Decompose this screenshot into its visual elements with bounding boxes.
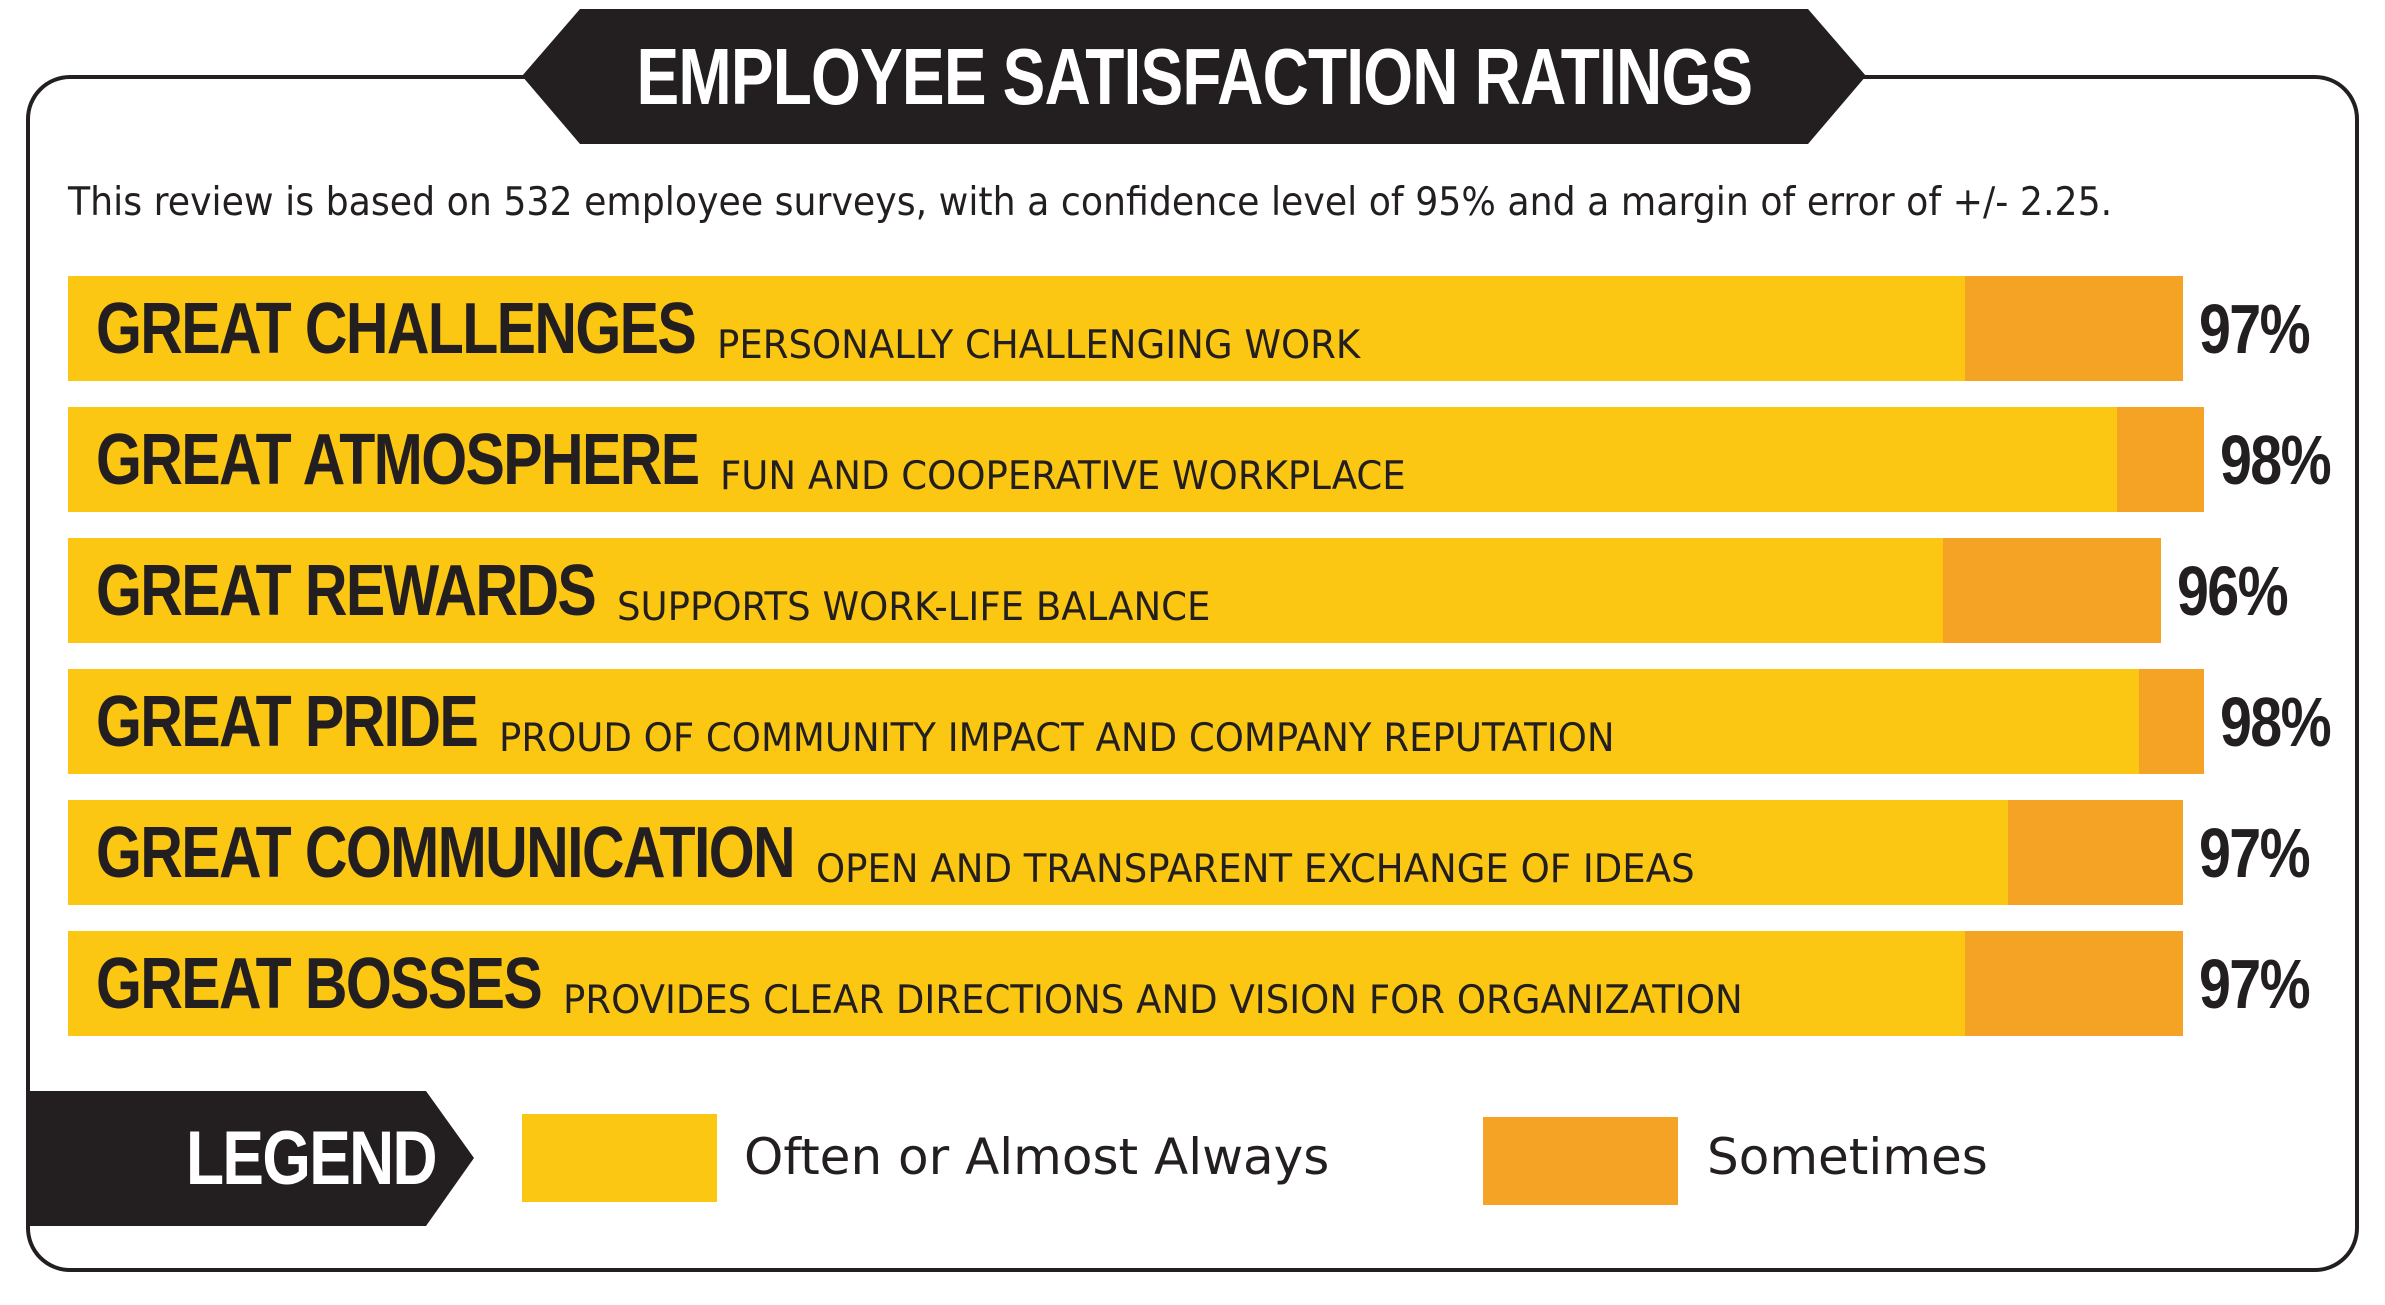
total-percent: 96%	[2176, 551, 2289, 630]
category-name: GREAT REWARDS	[96, 551, 597, 631]
title-banner: EMPLOYEE SATISFACTION RATINGS	[522, 9, 1866, 144]
category-description: FUN AND COOPERATIVE WORKPLACE	[720, 454, 1407, 499]
data-label-total: 97%	[2183, 800, 2333, 905]
data-label-total: 97%	[2183, 931, 2333, 1036]
bar-sometimes	[1964, 276, 2183, 381]
bar-often	[68, 538, 1943, 643]
total-percent: 98%	[2220, 682, 2332, 761]
bar-often	[68, 800, 2009, 905]
total-percent: 97%	[2198, 813, 2311, 892]
data-label-total: 97%	[2183, 276, 2333, 381]
category-description: PROUD OF COMMUNITY IMPACT AND COMPANY RE…	[499, 716, 1615, 761]
bar-sometimes	[2117, 407, 2205, 512]
data-label-total: 98%	[2204, 407, 2354, 512]
total-percent: 97%	[2198, 944, 2311, 1023]
bar-row: GREAT CHALLENGES PERSONALLY CHALLENGING W…	[68, 276, 2310, 381]
bar-row: GREAT COMMUNICATION OPEN AND TRANSPARENT …	[68, 800, 2310, 905]
category-description: OPEN AND TRANSPARENT EXCHANGE OF IDEAS	[816, 847, 1695, 892]
category-description: PERSONALLY CHALLENGING WORK	[717, 323, 1361, 368]
bar-row: GREAT REWARDS SUPPORTS WORK-LIFE BALANCE 9…	[68, 538, 2288, 643]
bar-often	[68, 407, 2118, 512]
category-description: PROVIDES CLEAR DIRECTIONS AND VISION FOR…	[563, 978, 1743, 1023]
legend-title: LEGEND	[186, 1116, 437, 1201]
data-label-total: 96%	[2161, 538, 2311, 643]
total-percent: 98%	[2220, 420, 2332, 499]
bar-label: GREAT CHALLENGES PERSONALLY CHALLENGING W…	[96, 276, 1394, 381]
legend-swatch-often	[522, 1114, 717, 1202]
category-name: GREAT BOSSES	[96, 944, 543, 1024]
bar-label: GREAT PRIDE PROUD OF COMMUNITY IMPACT AND…	[96, 669, 1673, 774]
total-percent: 97%	[2198, 289, 2311, 368]
legend-swatch-sometimes	[1483, 1117, 1678, 1205]
bar-often	[68, 276, 1965, 381]
legend-tag: LEGEND	[26, 1091, 474, 1226]
bar-row: GREAT BOSSES PROVIDES CLEAR DIRECTIONS AN…	[68, 931, 2310, 1036]
category-name: GREAT CHALLENGES	[96, 289, 697, 369]
bar-sometimes	[2008, 800, 2183, 905]
legend-label-often: Often or Almost Always	[744, 1128, 1330, 1186]
bar-row: GREAT ATMOSPHERE FUN AND COOPERATIVE WORK…	[68, 407, 2332, 512]
legend-label-sometimes: Sometimes	[1707, 1128, 1988, 1186]
bar-row: GREAT PRIDE PROUD OF COMMUNITY IMPACT AND…	[68, 669, 2332, 774]
chart-subtitle: This review is based on 532 employee sur…	[68, 180, 2113, 225]
bar-sometimes	[1942, 538, 2161, 643]
bar-label: GREAT BOSSES PROVIDES CLEAR DIRECTIONS AN…	[96, 931, 1805, 1036]
category-name: GREAT ATMOSPHERE	[96, 420, 700, 500]
bar-sometimes	[1964, 931, 2183, 1036]
category-name: GREAT PRIDE	[96, 682, 479, 762]
bar-sometimes	[2139, 669, 2205, 774]
chart-title: EMPLOYEE SATISFACTION RATINGS	[636, 31, 1753, 121]
bar-label: GREAT REWARDS SUPPORTS WORK-LIFE BALANCE	[96, 538, 1242, 643]
category-name: GREAT COMMUNICATION	[96, 813, 796, 893]
category-description: SUPPORTS WORK-LIFE BALANCE	[617, 585, 1211, 630]
bar-label: GREAT COMMUNICATION OPEN AND TRANSPARENT …	[96, 800, 1741, 905]
bar-often	[68, 669, 2139, 774]
bar-label: GREAT ATMOSPHERE FUN AND COOPERATIVE WORK…	[96, 407, 1442, 512]
bar-often	[68, 931, 1965, 1036]
data-label-total: 98%	[2204, 669, 2354, 774]
